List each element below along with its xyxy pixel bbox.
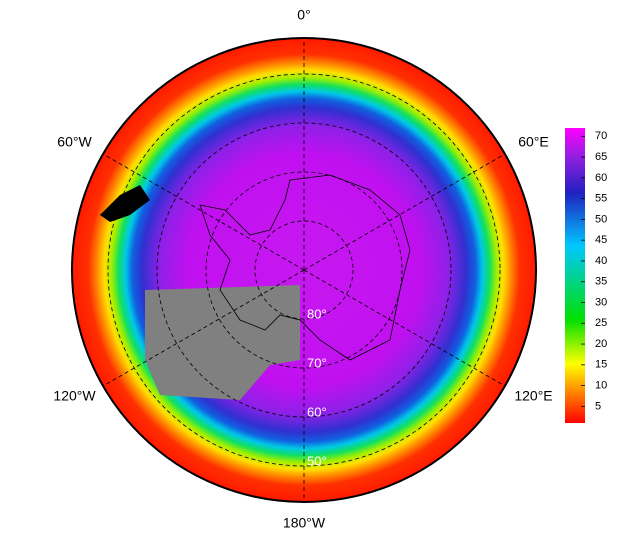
land-mask	[145, 285, 300, 400]
colorbar-label: 5	[595, 400, 601, 412]
latitude-label: 70°	[307, 355, 327, 370]
latitude-circle	[107, 73, 501, 467]
longitude-label: 60°W	[57, 134, 92, 150]
colorbar-label: 40	[595, 255, 607, 267]
meridian	[303, 269, 506, 387]
latitude-label: 80°	[307, 306, 327, 321]
meridian	[303, 153, 506, 271]
colorbar-label: 70	[595, 130, 607, 142]
colorbar-ticks: 5 10 15 20 25 30 35 40 45 50 55 60 65 70	[581, 130, 607, 412]
colorbar-label: 50	[595, 213, 607, 225]
longitude-label: 120°W	[53, 388, 96, 404]
latitude-label: 60°	[307, 404, 327, 419]
longitude-label: 120°E	[514, 388, 552, 404]
longitude-label: 180°W	[283, 515, 326, 531]
longitude-label: 0°	[297, 7, 310, 23]
colorbar-label: 35	[595, 276, 607, 288]
colorbar-label: 60	[595, 172, 607, 184]
colorbar-label: 15	[595, 359, 607, 371]
colorbar-label: 55	[595, 193, 607, 205]
colorbar-label: 45	[595, 234, 607, 246]
latitude-circle	[205, 171, 403, 369]
longitude-label: 60°E	[518, 134, 549, 150]
colorbar-label: 20	[595, 338, 607, 350]
coastline	[199, 174, 411, 361]
latitude-circle	[254, 220, 354, 320]
latitude-label: 50°	[307, 453, 327, 468]
latitude-circle	[156, 122, 452, 418]
meridian	[102, 269, 305, 387]
colorbar-label: 30	[595, 296, 607, 308]
colorbar-label: 25	[595, 317, 607, 329]
colorbar-label: 65	[595, 151, 607, 163]
colorbar-label: 10	[595, 380, 607, 392]
meridian	[102, 153, 305, 271]
coastline	[100, 185, 150, 222]
colorbar	[565, 128, 585, 423]
